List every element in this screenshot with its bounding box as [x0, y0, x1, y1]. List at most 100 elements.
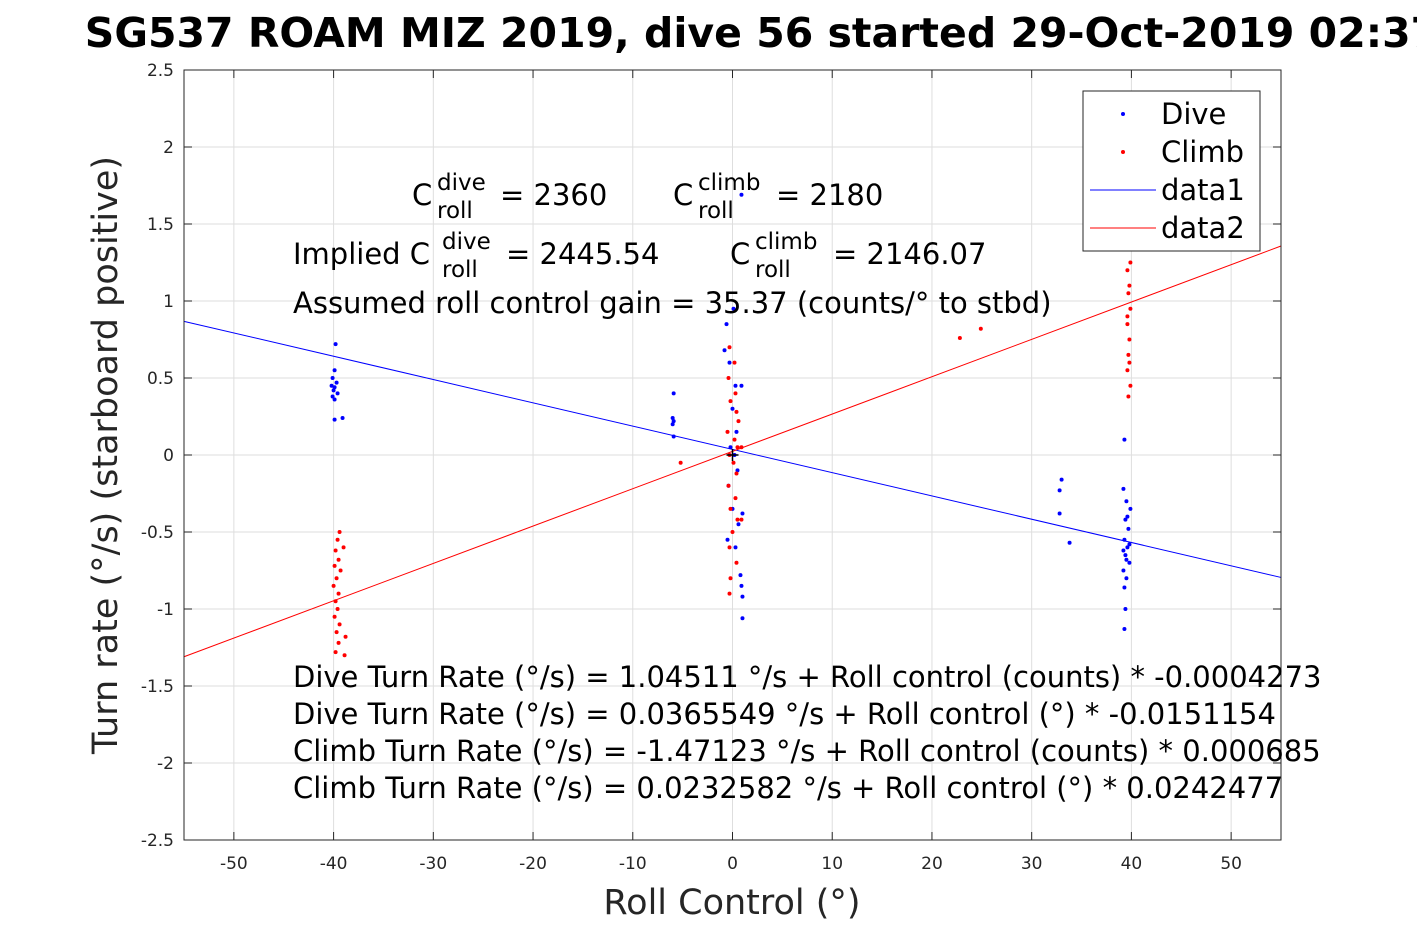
y-tick-label: 1	[163, 292, 174, 312]
annotation-c-climb-sup: climb	[698, 170, 760, 196]
dive-point	[730, 406, 735, 411]
climb-point	[731, 460, 736, 465]
dive-point	[334, 380, 339, 385]
dive-point	[1127, 542, 1132, 547]
climb-point	[1125, 322, 1130, 327]
dive-point	[671, 391, 676, 396]
x-tick-label: 30	[1021, 854, 1043, 874]
climb-point	[735, 445, 740, 450]
climb-point	[338, 568, 343, 573]
legend-label-dive: Dive	[1161, 97, 1226, 131]
data-points	[329, 192, 1133, 658]
annotation-eq-climb-counts: Climb Turn Rate (°/s) = -1.47123 °/s + R…	[293, 734, 1321, 768]
climb-point	[332, 614, 337, 619]
dive-point	[332, 385, 337, 390]
dive-point	[740, 616, 745, 621]
y-tick-label: -2	[157, 754, 174, 774]
climb-point	[726, 483, 731, 488]
origin-cross-marker	[726, 449, 739, 461]
dive-point	[736, 522, 741, 527]
climb-point	[335, 607, 340, 611]
annotation-implied-climb-sup: climb	[755, 229, 817, 255]
annotation-eq-climb-deg: Climb Turn Rate (°/s) = 0.0232582 °/s + …	[293, 771, 1283, 805]
climb-point	[333, 548, 338, 553]
climb-point	[1125, 314, 1130, 319]
x-tick-label: 40	[1121, 854, 1143, 874]
dive-point	[739, 583, 744, 588]
dive-point	[1122, 437, 1127, 442]
annotation-c-dive-value: = 2360	[500, 178, 607, 212]
climb-point	[678, 460, 683, 465]
climb-point	[728, 576, 733, 581]
climb-point	[1127, 360, 1132, 365]
climb-point	[333, 599, 338, 604]
dive-point	[1123, 607, 1128, 611]
x-tick-label: -20	[519, 854, 547, 874]
annotation-implied-dive-sup: dive	[442, 229, 491, 255]
dive-point	[1125, 545, 1130, 550]
y-tick-label: 0.5	[147, 369, 174, 389]
dive-point	[1124, 576, 1129, 581]
dive-point	[1123, 553, 1128, 558]
dive-point	[733, 545, 738, 550]
climb-point	[336, 591, 341, 596]
dive-point	[1126, 526, 1131, 531]
dive-point	[670, 416, 675, 421]
annotation-implied-climb: C climb roll = 2146.07	[730, 229, 986, 283]
y-axis-label: Turn rate (°/s) (starboard positive)	[86, 156, 126, 755]
climb-point	[732, 437, 737, 442]
annotation-eq-dive-counts: Dive Turn Rate (°/s) = 1.04511 °/s + Rol…	[293, 660, 1321, 694]
dive-point	[740, 511, 745, 516]
x-tick-label: 50	[1220, 854, 1242, 874]
climb-point	[337, 622, 342, 627]
annotation-implied-dive-sub: roll	[442, 257, 478, 283]
climb-point	[342, 653, 347, 658]
climb-point	[1127, 283, 1132, 288]
climb-point	[336, 640, 341, 645]
dive-point	[330, 376, 335, 380]
climb-point	[1126, 291, 1131, 296]
climb-point	[728, 399, 733, 404]
y-tick-label: 2.5	[147, 61, 174, 81]
climb-point	[337, 530, 342, 534]
annotation-implied-dive-value: = 2445.54	[506, 237, 659, 271]
y-tick-label: 2	[163, 138, 174, 158]
annotation-eq-dive-deg: Dive Turn Rate (°/s) = 0.0365549 °/s + R…	[293, 697, 1276, 731]
dive-point	[1057, 511, 1062, 516]
x-tick-label: -10	[619, 854, 647, 874]
dive-point	[727, 360, 732, 365]
legend-marker-dive	[1121, 112, 1125, 116]
dive-point	[740, 594, 745, 599]
dive-point	[1121, 486, 1126, 491]
dive-point	[1122, 537, 1127, 542]
climb-point	[736, 419, 741, 424]
climb-point	[334, 576, 339, 581]
climb-point	[978, 326, 983, 331]
climb-point	[343, 634, 348, 639]
dive-point	[735, 468, 740, 473]
annotation-c-climb-sub: roll	[698, 198, 734, 224]
dive-point	[1124, 557, 1129, 562]
dive-point	[330, 394, 335, 399]
annotation-c-dive-pre: C	[412, 178, 432, 212]
climb-point	[1127, 337, 1132, 342]
annotation-implied-climb-pre: C	[730, 237, 750, 271]
dive-point	[331, 388, 336, 393]
x-tick-label: 10	[821, 854, 843, 874]
x-tick-label: -40	[320, 854, 348, 874]
y-tick-label: -2.5	[141, 831, 174, 851]
dive-point	[332, 397, 337, 402]
climb-point	[1128, 383, 1133, 388]
dive-point	[329, 383, 334, 388]
legend: Dive Climb data1 data2	[1082, 90, 1261, 252]
annotation-implied-climb-sub: roll	[755, 257, 791, 283]
dive-point	[738, 573, 743, 578]
climb-point	[735, 517, 740, 522]
climb-point	[334, 630, 339, 635]
y-axis-ticks: 2.5 2 1.5 1 0.5 0 -0.5 -1 -1.5 -2 -2.5	[141, 61, 1281, 851]
legend-marker-climb	[1121, 150, 1125, 154]
climb-point	[957, 335, 962, 340]
annotation-c-climb: C climb roll = 2180	[673, 170, 883, 224]
dive-point	[731, 306, 736, 311]
